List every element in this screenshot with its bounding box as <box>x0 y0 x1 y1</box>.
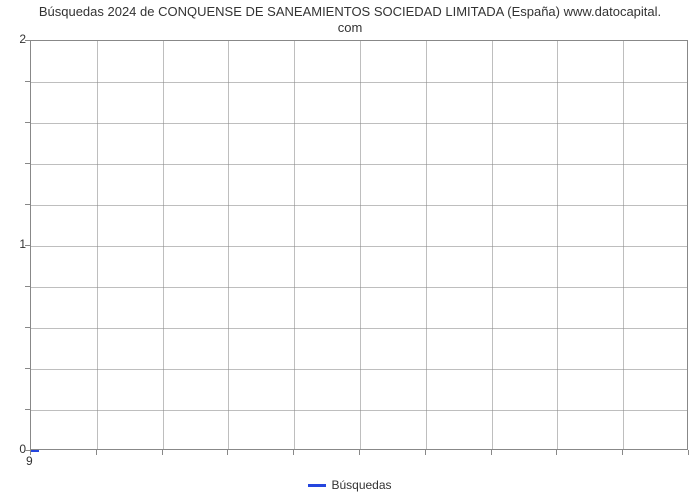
gridline-h <box>31 205 687 206</box>
y-tick <box>25 327 30 328</box>
gridline-v <box>426 41 427 449</box>
gridline-h <box>31 287 687 288</box>
gridline-h <box>31 328 687 329</box>
x-tick <box>96 450 97 455</box>
y-tick-label: 0 <box>6 442 26 456</box>
gridline-h <box>31 246 687 247</box>
gridline-h <box>31 164 687 165</box>
legend: Búsquedas <box>0 477 700 492</box>
chart-container: Búsquedas 2024 de CONQUENSE DE SANEAMIEN… <box>0 0 700 500</box>
x-tick <box>293 450 294 455</box>
gridline-h <box>31 410 687 411</box>
y-tick <box>25 245 30 246</box>
x-tick <box>491 450 492 455</box>
gridline-v <box>228 41 229 449</box>
x-tick <box>556 450 557 455</box>
x-tick <box>359 450 360 455</box>
y-tick-label: 2 <box>6 32 26 46</box>
y-tick <box>25 122 30 123</box>
legend-swatch <box>308 484 326 487</box>
y-tick <box>25 163 30 164</box>
x-tick <box>688 450 689 455</box>
gridline-v <box>492 41 493 449</box>
series-line-busquedas <box>31 450 39 452</box>
y-tick <box>25 81 30 82</box>
gridline-v <box>294 41 295 449</box>
x-tick <box>227 450 228 455</box>
gridline-h <box>31 82 687 83</box>
x-tick <box>30 450 31 455</box>
x-tick <box>622 450 623 455</box>
gridline-v <box>97 41 98 449</box>
y-tick-label: 1 <box>6 237 26 251</box>
gridline-h <box>31 369 687 370</box>
y-tick <box>25 40 30 41</box>
gridline-v <box>360 41 361 449</box>
gridline-v <box>557 41 558 449</box>
x-tick <box>425 450 426 455</box>
legend-label: Búsquedas <box>331 478 391 492</box>
gridline-h <box>31 123 687 124</box>
y-tick <box>25 368 30 369</box>
y-tick <box>25 204 30 205</box>
x-tick-label: 9 <box>26 454 33 468</box>
chart-title: Búsquedas 2024 de CONQUENSE DE SANEAMIEN… <box>0 4 700 37</box>
y-tick <box>25 409 30 410</box>
gridline-v <box>623 41 624 449</box>
x-tick <box>162 450 163 455</box>
y-tick <box>25 286 30 287</box>
plot-area <box>30 40 688 450</box>
gridline-v <box>163 41 164 449</box>
